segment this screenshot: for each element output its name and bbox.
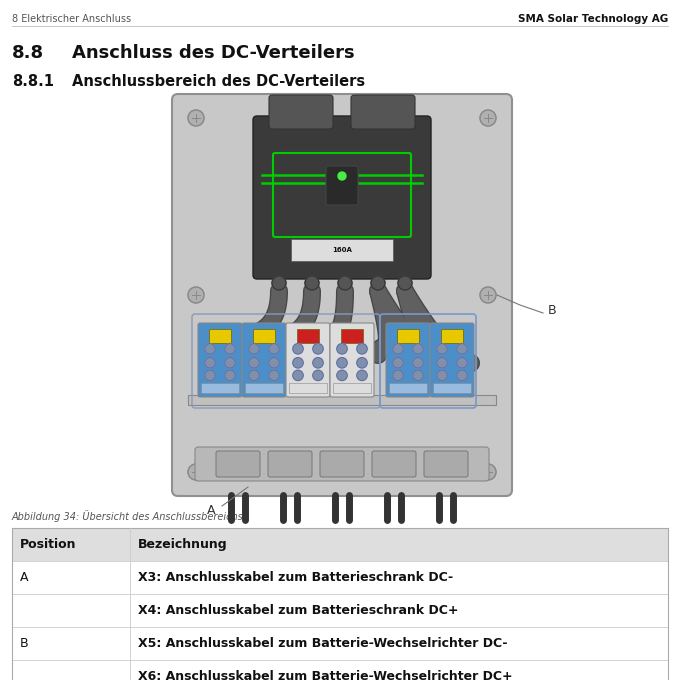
Circle shape <box>457 358 467 368</box>
Text: Anschlussbereich des DC-Verteilers: Anschlussbereich des DC-Verteilers <box>72 74 365 89</box>
Circle shape <box>313 343 323 354</box>
FancyBboxPatch shape <box>351 95 415 129</box>
Circle shape <box>437 343 447 354</box>
Bar <box>441 329 463 343</box>
Text: Abbildung 34: Übersicht des Anschlussbereichs: Abbildung 34: Übersicht des Anschlussber… <box>12 510 243 522</box>
FancyBboxPatch shape <box>198 323 242 397</box>
Bar <box>297 329 319 343</box>
FancyBboxPatch shape <box>430 323 474 397</box>
Circle shape <box>188 110 204 126</box>
Circle shape <box>313 358 323 368</box>
Bar <box>253 329 275 343</box>
Circle shape <box>393 358 403 368</box>
Circle shape <box>337 343 347 354</box>
Circle shape <box>188 464 204 480</box>
Text: B: B <box>548 303 557 316</box>
Text: 8 Elektrischer Anschluss: 8 Elektrischer Anschluss <box>12 14 131 24</box>
Circle shape <box>357 370 367 381</box>
Circle shape <box>398 276 412 290</box>
Circle shape <box>393 370 403 381</box>
Bar <box>201 383 239 393</box>
Text: A: A <box>20 571 29 584</box>
FancyBboxPatch shape <box>326 166 358 205</box>
Circle shape <box>337 370 347 381</box>
Text: 8.8.1: 8.8.1 <box>12 74 54 89</box>
Circle shape <box>225 358 235 368</box>
Text: 160A: 160A <box>332 247 352 253</box>
Circle shape <box>225 370 235 381</box>
FancyBboxPatch shape <box>268 451 312 477</box>
Circle shape <box>337 358 347 368</box>
Circle shape <box>293 358 303 368</box>
Circle shape <box>338 172 346 180</box>
FancyBboxPatch shape <box>372 451 416 477</box>
FancyBboxPatch shape <box>269 95 333 129</box>
FancyBboxPatch shape <box>424 451 468 477</box>
Circle shape <box>371 276 385 290</box>
FancyBboxPatch shape <box>386 323 430 397</box>
Circle shape <box>413 343 423 354</box>
Circle shape <box>457 343 467 354</box>
FancyBboxPatch shape <box>330 323 374 397</box>
Circle shape <box>413 370 423 381</box>
Bar <box>333 383 371 393</box>
Text: X3: Anschlusskabel zum Batterieschrank DC-: X3: Anschlusskabel zum Batterieschrank D… <box>138 571 453 584</box>
FancyBboxPatch shape <box>242 323 286 397</box>
Text: A: A <box>207 503 215 517</box>
Bar <box>389 383 427 393</box>
Circle shape <box>249 358 259 368</box>
Text: SMA Solar Technology AG: SMA Solar Technology AG <box>517 14 668 24</box>
Text: Bezeichnung: Bezeichnung <box>138 538 228 551</box>
Circle shape <box>357 343 367 354</box>
Circle shape <box>305 276 319 290</box>
FancyBboxPatch shape <box>253 116 431 279</box>
Bar <box>341 329 363 343</box>
Circle shape <box>480 110 496 126</box>
FancyBboxPatch shape <box>286 323 330 397</box>
Circle shape <box>357 358 367 368</box>
Text: Anschluss des DC-Verteilers: Anschluss des DC-Verteilers <box>72 44 355 62</box>
Bar <box>245 383 283 393</box>
Circle shape <box>205 343 215 354</box>
Text: 8.8: 8.8 <box>12 44 44 62</box>
Circle shape <box>269 343 279 354</box>
Circle shape <box>437 370 447 381</box>
FancyBboxPatch shape <box>291 239 393 261</box>
Circle shape <box>293 343 303 354</box>
Text: X4: Anschlusskabel zum Batterieschrank DC+: X4: Anschlusskabel zum Batterieschrank D… <box>138 604 458 617</box>
Circle shape <box>225 343 235 354</box>
Bar <box>188 395 496 405</box>
Circle shape <box>480 287 496 303</box>
Circle shape <box>457 370 467 381</box>
Bar <box>433 383 471 393</box>
Text: B: B <box>20 637 29 650</box>
FancyBboxPatch shape <box>216 451 260 477</box>
Circle shape <box>188 287 204 303</box>
Circle shape <box>205 370 215 381</box>
Circle shape <box>269 370 279 381</box>
Bar <box>209 329 231 343</box>
Text: X6: Anschlusskabel zum Batterie-Wechselrichter DC+: X6: Anschlusskabel zum Batterie-Wechselr… <box>138 670 513 680</box>
Circle shape <box>338 276 352 290</box>
FancyBboxPatch shape <box>172 94 512 496</box>
Circle shape <box>480 464 496 480</box>
Bar <box>289 383 327 393</box>
Circle shape <box>269 358 279 368</box>
Bar <box>397 329 419 343</box>
Circle shape <box>313 370 323 381</box>
Circle shape <box>393 343 403 354</box>
Text: Position: Position <box>20 538 76 551</box>
Circle shape <box>293 370 303 381</box>
Circle shape <box>413 358 423 368</box>
Circle shape <box>272 276 286 290</box>
Circle shape <box>249 343 259 354</box>
Text: X5: Anschlusskabel zum Batterie-Wechselrichter DC-: X5: Anschlusskabel zum Batterie-Wechselr… <box>138 637 507 650</box>
FancyBboxPatch shape <box>320 451 364 477</box>
Circle shape <box>205 358 215 368</box>
Circle shape <box>437 358 447 368</box>
FancyBboxPatch shape <box>195 447 489 481</box>
Circle shape <box>249 370 259 381</box>
Bar <box>12 528 668 561</box>
